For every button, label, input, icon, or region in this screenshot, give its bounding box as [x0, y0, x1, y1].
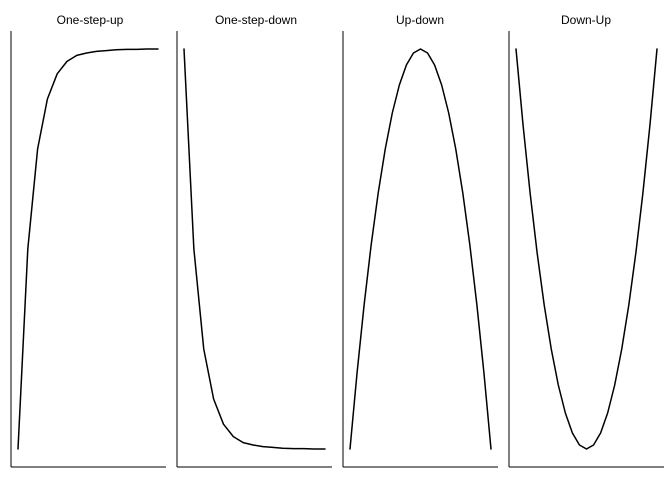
panel-down-up: Down-Up — [508, 13, 664, 468]
series-line-one-step-up — [17, 48, 159, 450]
panel-title-up-down: Up-down — [396, 13, 444, 27]
panel-one-step-down: One-step-down — [176, 13, 332, 468]
panel-title-down-up: Down-Up — [561, 13, 611, 27]
series-line-up-down — [349, 48, 492, 450]
series-line-one-step-down — [183, 48, 326, 450]
panel-one-step-up: One-step-up — [10, 13, 166, 468]
panel-title-one-step-up: One-step-up — [57, 13, 124, 27]
series-line-down-up — [515, 48, 658, 450]
panel-up-down: Up-down — [342, 13, 498, 468]
panel-title-one-step-down: One-step-down — [215, 13, 297, 27]
